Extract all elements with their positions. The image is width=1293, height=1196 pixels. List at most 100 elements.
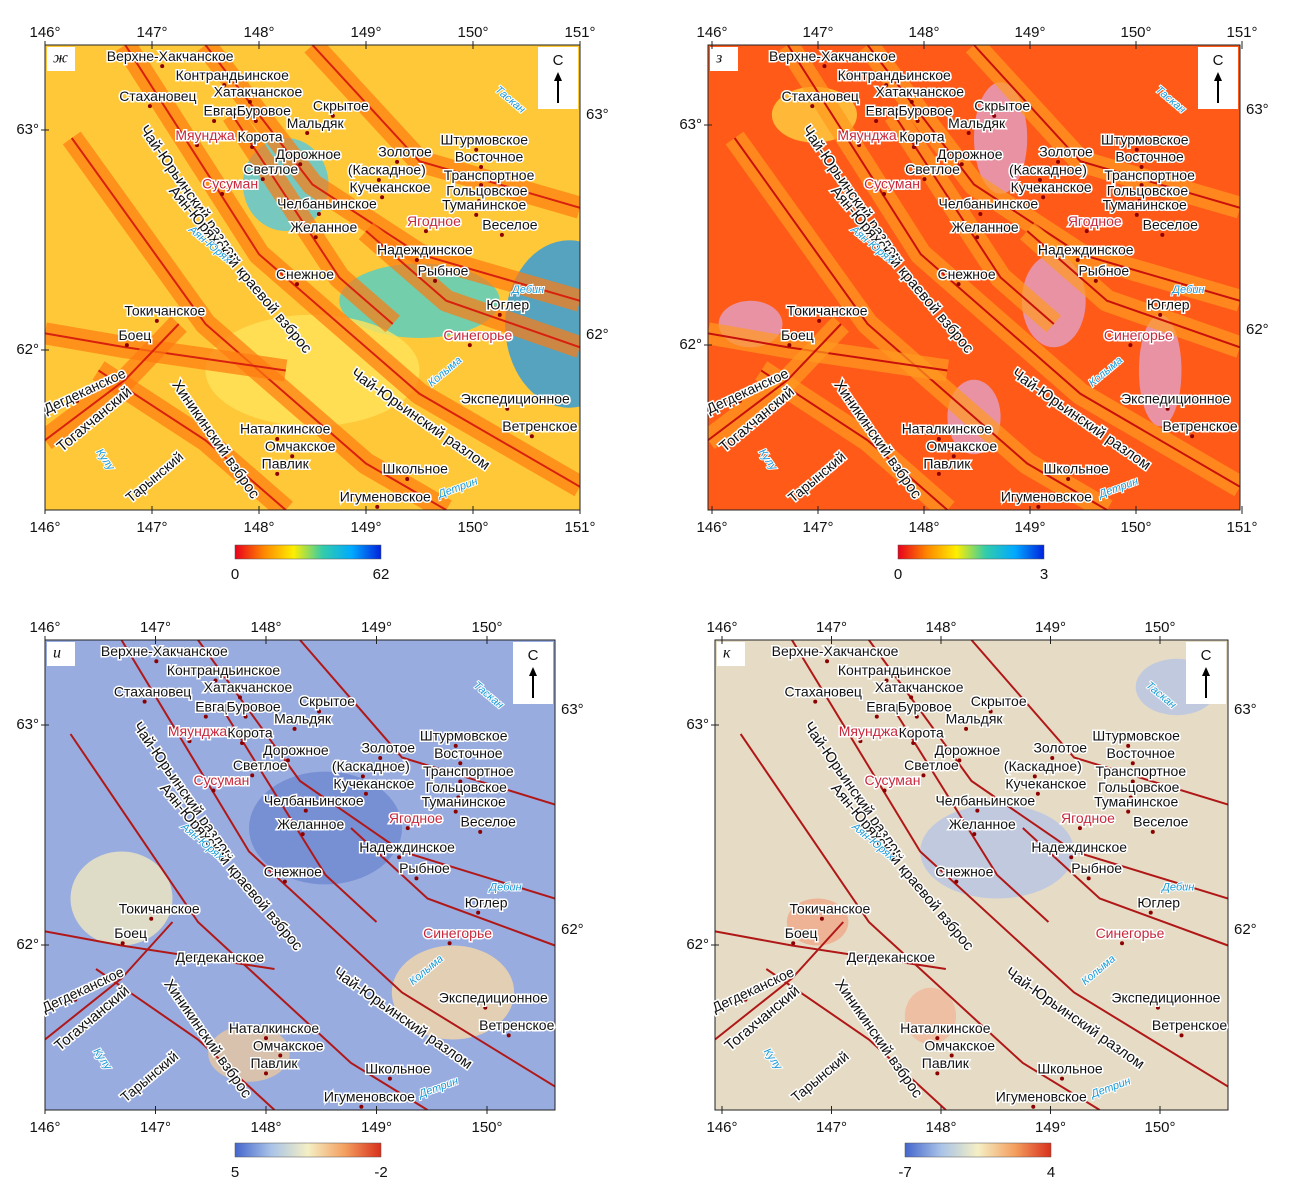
place-label: Омчакское bbox=[265, 438, 336, 454]
x-tick-label: 149° bbox=[361, 619, 392, 636]
place-label: Туманинское bbox=[1103, 197, 1187, 213]
place-label: Дорожное bbox=[263, 742, 329, 758]
y-tick-label: 62° bbox=[16, 341, 39, 358]
place-label: Омчакское bbox=[926, 438, 997, 454]
x-tick-label: 148° bbox=[908, 519, 939, 536]
place-label: Токичанское bbox=[119, 900, 200, 916]
place-label: Восточное bbox=[434, 745, 503, 761]
x-tick-label: 149° bbox=[1014, 519, 1045, 536]
y-tick-label: 63° bbox=[16, 121, 39, 138]
place-label: Буровое bbox=[237, 103, 291, 119]
place-label: Контрандьинское bbox=[838, 662, 951, 678]
x-tick-label: 146° bbox=[696, 24, 727, 41]
deposit-dot bbox=[240, 741, 244, 745]
river-label: Дебин bbox=[1160, 882, 1194, 894]
place-label: Стахановец bbox=[782, 88, 859, 104]
place-label: Хатакчанское bbox=[204, 679, 293, 695]
place-label: Дорожное bbox=[275, 146, 341, 162]
deposit-dot bbox=[448, 941, 452, 945]
colorbar-min: -7 bbox=[898, 1164, 911, 1181]
x-tick-label: 148° bbox=[250, 1119, 281, 1136]
place-label: Боец bbox=[118, 327, 151, 343]
place-label: Восточное bbox=[1115, 149, 1184, 165]
y-tick-label: 62° bbox=[561, 921, 584, 938]
panel-letter-box bbox=[717, 642, 745, 666]
deposit-dot bbox=[474, 213, 478, 217]
deposit-dot bbox=[1156, 1006, 1160, 1010]
deposit-dot bbox=[912, 145, 916, 149]
deposit-dot bbox=[301, 832, 305, 836]
place-label: Золотое bbox=[378, 144, 432, 160]
place-label: Юглер bbox=[1137, 894, 1180, 910]
place-label: Контрандьинское bbox=[167, 662, 280, 678]
deposit-dot bbox=[160, 64, 164, 68]
place-label: Кучеканское bbox=[1011, 179, 1092, 195]
deposit-dot bbox=[960, 162, 964, 166]
deposit-dot bbox=[937, 472, 941, 476]
north-label: С bbox=[1201, 647, 1212, 664]
deposit-dot bbox=[1041, 195, 1045, 199]
place-label: Павлик bbox=[262, 456, 310, 472]
place-label: Игуменовское bbox=[996, 1088, 1087, 1104]
y-tick-label: 62° bbox=[1234, 921, 1257, 938]
map-panel: Верхне-ХакчанскоеКонтрандьинскоеХатакчан… bbox=[16, 24, 633, 583]
north-label: С bbox=[528, 647, 539, 664]
place-label: Челбаньинское bbox=[938, 196, 1038, 212]
deposit-dot bbox=[478, 830, 482, 834]
place-label: Юглер bbox=[1147, 297, 1190, 313]
place-label: Ветренское bbox=[1152, 1017, 1227, 1033]
place-label: Кучеканское bbox=[1005, 775, 1086, 791]
place-label: Надеждинское bbox=[359, 839, 455, 855]
x-tick-label: 148° bbox=[925, 619, 956, 636]
colorbar-max: 3 bbox=[1040, 566, 1048, 583]
place-label: Экспедиционное bbox=[439, 989, 548, 1005]
deposit-dot bbox=[1190, 434, 1194, 438]
deposit-dot bbox=[121, 941, 125, 945]
x-tick-label: 150° bbox=[1120, 24, 1151, 41]
deposit-dot bbox=[295, 282, 299, 286]
deposit-dot bbox=[317, 212, 321, 216]
deposit-dot bbox=[810, 104, 814, 108]
river-label: Дебин bbox=[510, 284, 544, 296]
place-label: Челбаньинское bbox=[935, 792, 1035, 808]
place-label: Восточное bbox=[1107, 745, 1176, 761]
place-label: Веселое bbox=[482, 217, 538, 233]
deposit-dot bbox=[250, 773, 254, 777]
x-tick-label: 148° bbox=[925, 1119, 956, 1136]
place-label: (Каскадное) bbox=[348, 162, 426, 178]
deposit-dot bbox=[500, 233, 504, 237]
deposit-dot bbox=[1166, 407, 1170, 411]
place-label: Наталкинское bbox=[229, 1020, 320, 1036]
deposit-dot bbox=[424, 229, 428, 233]
place-label: Корота bbox=[237, 129, 282, 145]
place-label: Веселое bbox=[1143, 217, 1199, 233]
deposit-dot bbox=[1094, 279, 1098, 283]
colorbar bbox=[905, 1143, 1051, 1157]
deposit-dot bbox=[204, 715, 208, 719]
deposit-dot bbox=[875, 715, 879, 719]
place-label: Сусуман bbox=[202, 176, 258, 192]
place-label: Наталкинское bbox=[900, 1020, 991, 1036]
panel-letter-box bbox=[47, 642, 75, 666]
deposit-dot bbox=[935, 1071, 939, 1075]
place-label: Ягодное bbox=[407, 213, 461, 229]
place-label: Ветренское bbox=[479, 1017, 554, 1033]
deposit-dot bbox=[975, 809, 979, 813]
place-label: Боец bbox=[785, 925, 818, 941]
place-label: Рыбное bbox=[1078, 263, 1129, 279]
x-tick-label: 147° bbox=[802, 24, 833, 41]
place-label: Верхне-Хакчанское bbox=[769, 48, 896, 64]
deposit-dot bbox=[244, 715, 248, 719]
place-label: Скрытое bbox=[299, 693, 355, 709]
deposit-dot bbox=[978, 212, 982, 216]
place-label: Буровое bbox=[227, 698, 281, 714]
place-label: Буровое bbox=[898, 698, 952, 714]
place-label: Евгар bbox=[866, 103, 903, 119]
place-label: Игуменовское bbox=[324, 1088, 415, 1104]
place-label: Желанное bbox=[277, 816, 344, 832]
place-label: Надеждинское bbox=[1038, 242, 1134, 258]
place-label: Ягодное bbox=[1068, 213, 1122, 229]
x-tick-label: 147° bbox=[802, 519, 833, 536]
deposit-dot bbox=[1031, 1105, 1035, 1109]
x-tick-label: 149° bbox=[1014, 24, 1045, 41]
